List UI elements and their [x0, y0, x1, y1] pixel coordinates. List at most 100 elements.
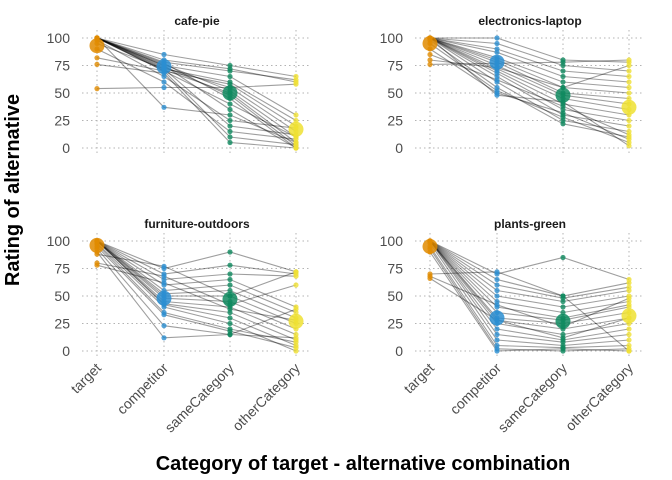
data-point-sameCategory [560, 254, 566, 261]
mean-point-competitor [489, 54, 505, 70]
data-point-sameCategory [560, 79, 566, 85]
data-point-sameCategory [227, 262, 233, 268]
y-tick-label: 75 [387, 58, 403, 74]
data-point-otherCategory [626, 90, 632, 96]
y-tick-label: 75 [54, 58, 70, 74]
participant-line [96, 240, 297, 275]
participant-line [429, 275, 630, 328]
participant-line [429, 240, 630, 321]
panel-furniture-outdoors: furniture-outdoors 0 25 50 75 100 target compet… [47, 217, 311, 436]
y-tick-label: 25 [54, 113, 70, 129]
participant-line [96, 63, 297, 149]
mean-point-sameCategory [555, 87, 571, 103]
data-point-target [427, 51, 433, 58]
participant-line [429, 53, 630, 136]
mean-point-sameCategory [555, 313, 571, 329]
data-point-otherCategory [293, 339, 299, 345]
data-point-otherCategory [293, 81, 299, 87]
x-tick-label: competitor [114, 360, 172, 418]
participant-line [429, 240, 630, 314]
participant-line [96, 37, 297, 83]
participant-line [429, 240, 630, 297]
mean-point-competitor [156, 59, 172, 75]
data-point-otherCategory [626, 117, 632, 124]
participant-line [429, 240, 630, 330]
data-point-sameCategory [227, 128, 233, 135]
participant-line [96, 37, 297, 149]
data-point-competitor [494, 92, 500, 98]
participant-line [96, 246, 297, 349]
data-point-sameCategory [227, 134, 233, 140]
y-tick-label: 25 [387, 113, 403, 129]
participant-line [96, 240, 297, 308]
data-point-sameCategory [560, 335, 566, 341]
data-point-otherCategory [626, 73, 632, 80]
participant-line [429, 48, 630, 140]
data-point-sameCategory [227, 101, 233, 107]
data-point-competitor [494, 269, 500, 275]
panel-title: plants-green [494, 217, 566, 231]
participant-line [429, 240, 630, 281]
data-point-competitor [494, 302, 500, 308]
mean-point-otherCategory [621, 308, 637, 324]
data-point-otherCategory [626, 68, 632, 74]
participant-line [96, 37, 297, 132]
mean-point-target [89, 237, 105, 253]
participant-line [429, 37, 630, 89]
data-point-target [94, 262, 100, 268]
participant-line [96, 37, 297, 144]
panel-electronics-laptop: electronics-laptop 0 25 50 75 100 [380, 14, 644, 156]
data-point-sameCategory [227, 106, 233, 113]
participant-line [429, 242, 630, 347]
x-tick-label: otherCategory [562, 360, 636, 434]
data-point-sameCategory [560, 309, 566, 316]
participant-line [96, 240, 297, 336]
y-tick-label: 50 [54, 288, 70, 304]
x-axis-title: Category of target - alternative combina… [156, 453, 571, 475]
data-point-sameCategory [227, 331, 233, 338]
data-point-otherCategory [293, 345, 299, 351]
data-point-competitor [161, 51, 167, 58]
panel-title: electronics-laptop [478, 14, 581, 28]
mean-point-target [422, 36, 438, 51]
participant-line [429, 59, 630, 89]
y-tick-label: 75 [54, 261, 70, 277]
participant-line [429, 277, 630, 339]
data-point-target [94, 55, 100, 61]
mean-point-target [89, 38, 105, 54]
data-point-otherCategory [626, 62, 632, 69]
data-point-otherCategory [626, 331, 632, 338]
data-point-competitor [161, 79, 167, 85]
participant-line [429, 240, 630, 303]
data-point-otherCategory [293, 145, 299, 151]
data-point-sameCategory [560, 103, 566, 109]
y-tick-label: 0 [62, 140, 70, 156]
data-point-sameCategory [560, 304, 566, 310]
panel-title: cafe-pie [174, 14, 220, 28]
data-point-sameCategory [560, 68, 566, 74]
data-point-otherCategory [293, 306, 299, 312]
participant-line [96, 57, 297, 146]
participant-line [429, 37, 630, 122]
y-tick-label: 100 [47, 30, 71, 46]
data-point-sameCategory [227, 139, 233, 146]
mean-point-otherCategory [288, 121, 304, 137]
participant-line [96, 253, 297, 297]
data-point-sameCategory [227, 320, 233, 327]
y-tick-label: 0 [395, 140, 403, 156]
data-point-sameCategory [560, 73, 566, 80]
data-point-competitor [494, 77, 500, 83]
mean-point-competitor [489, 310, 505, 326]
x-tick-label: competitor [447, 360, 505, 418]
panels-layer: cafe-pie 0 25 50 75 100 electronics-laptop 0 25 5… [47, 14, 644, 436]
data-point-otherCategory [293, 335, 299, 341]
data-point-otherCategory [626, 136, 632, 142]
data-point-target [94, 86, 100, 92]
y-tick-label: 100 [380, 30, 404, 46]
y-tick-label: 100 [47, 233, 71, 249]
data-point-sameCategory [227, 73, 233, 80]
participant-line [96, 83, 297, 90]
data-point-competitor [494, 35, 500, 41]
x-tick-label: target [67, 360, 104, 397]
